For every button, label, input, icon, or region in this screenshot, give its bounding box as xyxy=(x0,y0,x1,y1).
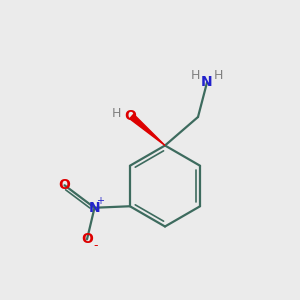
Text: N: N xyxy=(201,76,213,89)
Text: -: - xyxy=(93,239,98,252)
Text: N: N xyxy=(89,201,100,215)
Text: +: + xyxy=(97,196,104,206)
Text: O: O xyxy=(81,232,93,246)
Text: O: O xyxy=(124,109,136,122)
Text: H: H xyxy=(214,69,223,82)
Text: O: O xyxy=(58,178,70,192)
Text: H: H xyxy=(111,106,121,120)
Text: H: H xyxy=(191,69,200,82)
Polygon shape xyxy=(130,114,165,146)
